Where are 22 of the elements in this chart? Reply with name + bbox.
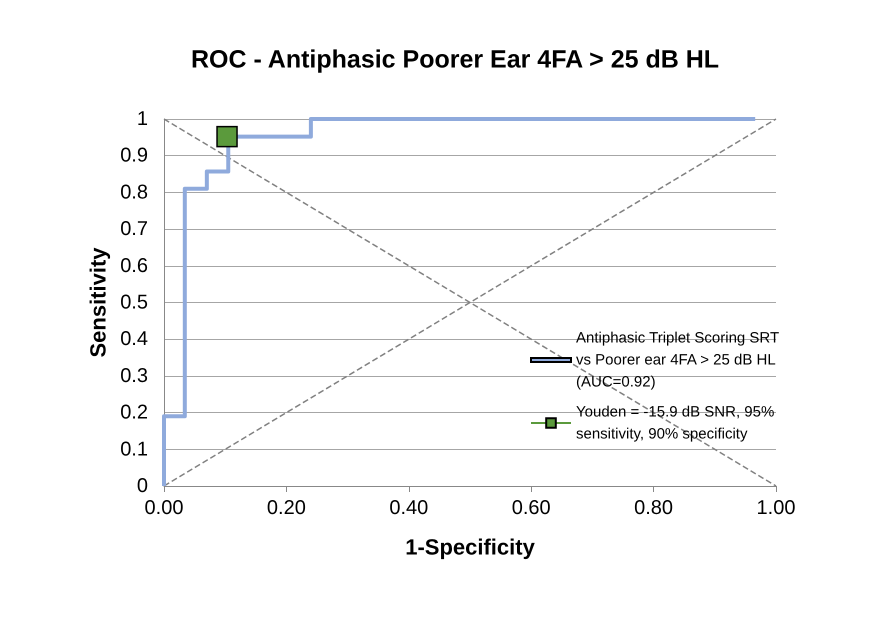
y-tick-label: 0.5 xyxy=(120,292,148,314)
y-tick-label: 0 xyxy=(136,475,148,497)
legend-label: Youden = -15.9 dB SNR, 95% sensitivity, 90% specificity xyxy=(576,404,778,442)
x-axis-title: 1-Specificity xyxy=(405,534,536,560)
y-tick-label: 0.7 xyxy=(120,218,148,240)
y-tick-label: 0.6 xyxy=(120,254,148,277)
legend-label: Antiphasic Triplet Scoring SRT vs Poorer ear 4FA > 25 dB HL (AUC=0.92) xyxy=(576,330,784,390)
chart-title: ROC - Antiphasic Poorer Ear 4FA > 25 dB HL xyxy=(190,46,720,74)
x-tick-label: 0.60 xyxy=(512,497,551,519)
y-tick-label: 0.4 xyxy=(120,328,148,350)
x-tick-label: 0.40 xyxy=(389,497,428,519)
y-tick-label: 0.8 xyxy=(120,181,148,204)
y-tick-label: 1 xyxy=(136,108,148,130)
y-tick-label: 0.3 xyxy=(120,364,148,387)
y-tick-label: 0.2 xyxy=(120,402,148,424)
x-tick-label: 0.20 xyxy=(266,497,306,519)
y-axis-title: Sensitivity xyxy=(86,246,110,358)
x-tick-label: 0.80 xyxy=(634,497,674,519)
x-tick-label: 0.00 xyxy=(144,497,184,519)
x-tick-label: 1.00 xyxy=(756,497,796,519)
y-tick-label: 0.1 xyxy=(120,438,148,460)
y-tick-label: 0.9 xyxy=(120,144,148,167)
